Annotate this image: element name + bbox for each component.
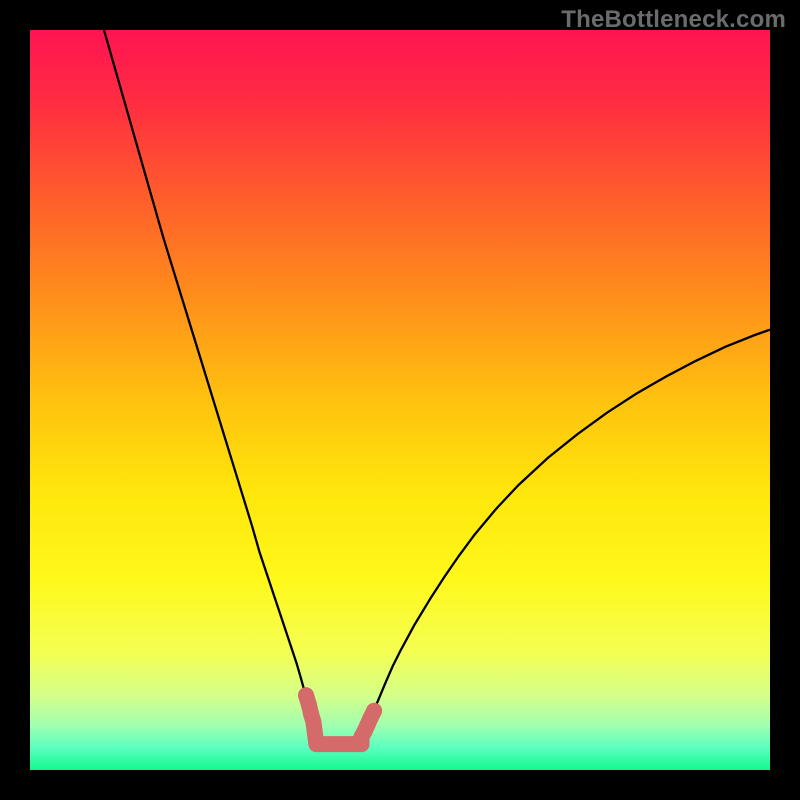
chart-root: TheBottleneck.com	[0, 0, 800, 800]
plot-area	[30, 30, 770, 770]
chart-background	[30, 30, 770, 770]
bottleneck-chart-svg	[30, 30, 770, 770]
watermark-text: TheBottleneck.com	[561, 6, 786, 34]
highlight-marker	[305, 714, 321, 730]
highlight-marker	[366, 703, 382, 719]
